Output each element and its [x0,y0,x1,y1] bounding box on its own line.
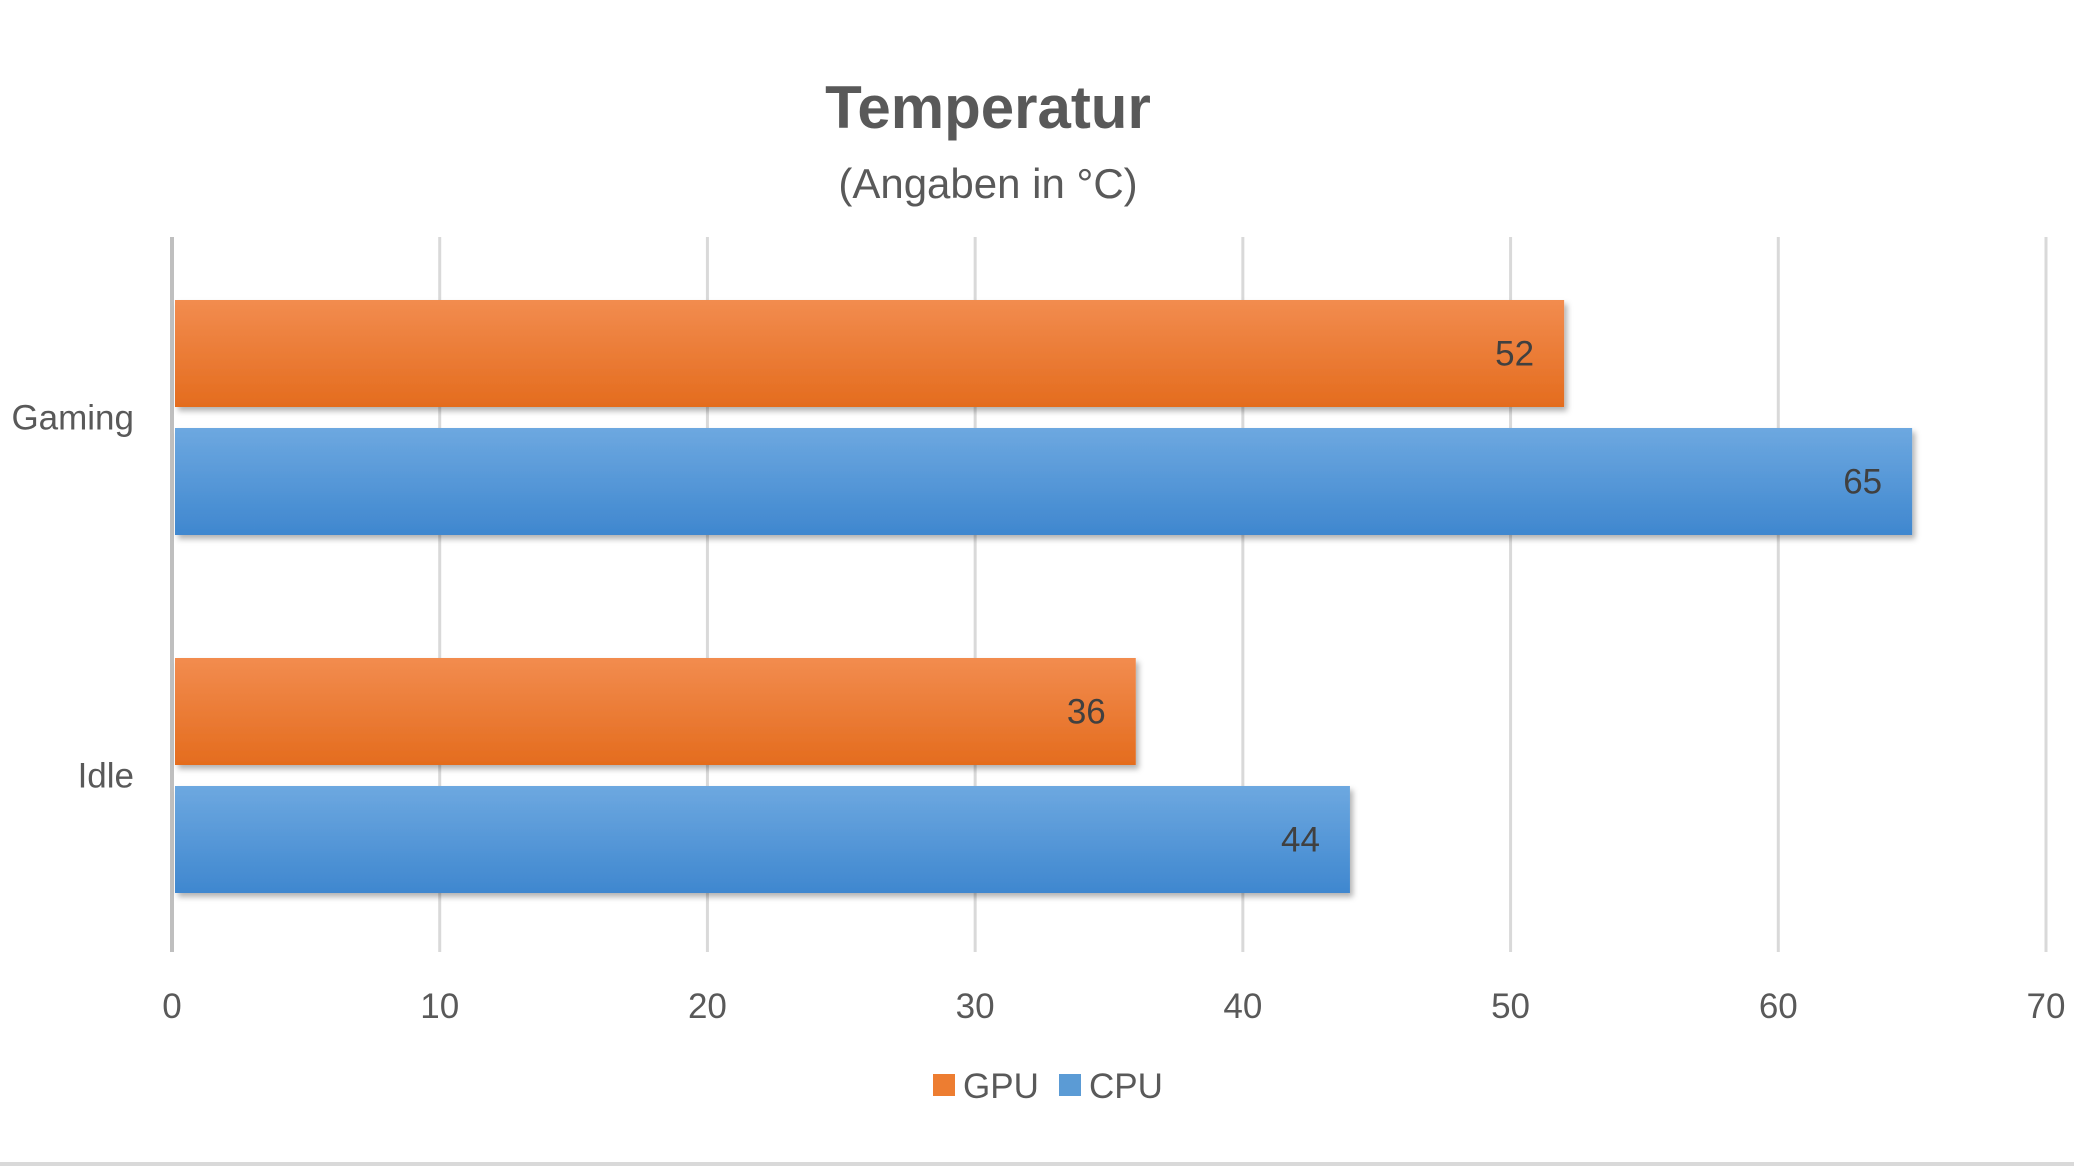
chart-title: Temperatur [825,74,1151,141]
x-axis-ticks: 0 10 20 30 40 50 60 70 [162,987,2065,1026]
bar-gpu-idle [175,658,1136,765]
x-tick-label: 40 [1223,987,1262,1026]
x-tick-label: 60 [1759,987,1798,1026]
legend-swatch-gpu [933,1074,955,1096]
x-tick-label: 0 [162,987,181,1026]
legend: GPU CPU [933,1067,1163,1106]
x-tick-label: 50 [1491,987,1530,1026]
category-label: Idle [78,757,134,796]
bar-cpu-gaming [175,428,1913,535]
data-label: 52 [1495,335,1534,374]
category-label: Gaming [11,399,134,438]
bottom-divider [0,1162,2074,1166]
x-tick-label: 30 [956,987,995,1026]
data-labels: 52 65 36 44 [1067,335,1882,860]
chart-subtitle: (Angaben in °C) [838,160,1137,207]
bar-gpu-gaming [175,300,1565,407]
legend-label-gpu: GPU [963,1067,1039,1106]
bar-cpu-idle [175,786,1350,893]
data-label: 65 [1843,463,1882,502]
y-axis-categories: Gaming Idle [11,399,134,796]
bars [175,300,1913,893]
data-label: 36 [1067,693,1106,732]
x-tick-label: 70 [2027,987,2066,1026]
data-label: 44 [1281,821,1320,860]
x-tick-label: 10 [420,987,459,1026]
x-tick-label: 20 [688,987,727,1026]
legend-label-cpu: CPU [1089,1067,1163,1106]
legend-swatch-cpu [1059,1074,1081,1096]
